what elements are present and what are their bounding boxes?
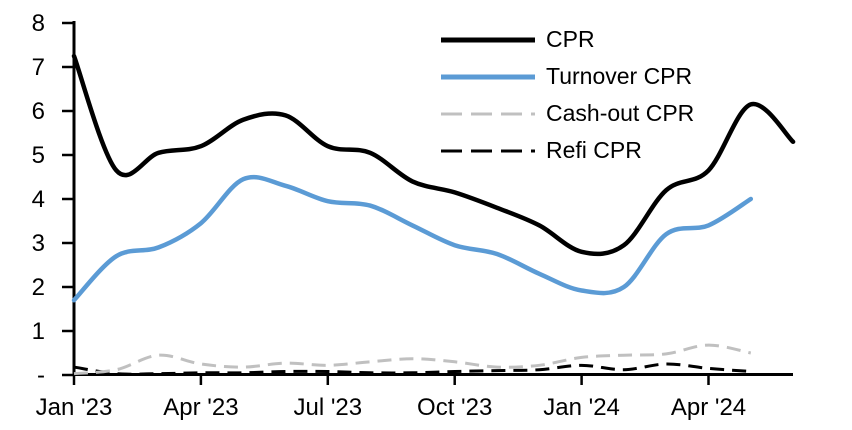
legend-item-refi-cpr: Refi CPR: [440, 132, 694, 169]
turnover-cpr-line-sample: [441, 74, 535, 79]
y-tick-label: 8: [32, 10, 45, 37]
refi-cpr-line-sample: [441, 149, 535, 152]
legend-item-cashout-cpr: Cash-out CPR: [440, 95, 694, 132]
y-tick-label: 3: [32, 230, 45, 257]
legend-label-cashout-cpr: Cash-out CPR: [546, 100, 695, 126]
y-tick-label: -: [37, 362, 45, 389]
cashout-cpr-line-sample: [441, 112, 535, 115]
legend-item-cpr: CPR: [440, 21, 694, 58]
x-tick-label: Jul '23: [293, 394, 362, 421]
legend-item-turnover-cpr: Turnover CPR: [440, 58, 694, 95]
x-tick-label: Apr '23: [163, 394, 238, 421]
x-tick-label: Jan '24: [543, 394, 620, 421]
series-line-cpr: [71, 53, 796, 257]
chart-legend: CPR Turnover CPR Cash-out CPR Refi CPR: [440, 21, 694, 169]
x-tick-label: Oct '23: [417, 394, 492, 421]
y-tick-label: 4: [32, 186, 45, 213]
cpr-line-sample: [441, 37, 535, 42]
y-tick-label: 1: [32, 318, 45, 345]
x-tick-label: Apr '24: [671, 394, 746, 421]
legend-label-refi-cpr: Refi CPR: [546, 137, 642, 163]
series-line-cash-out-cpr: [73, 343, 752, 376]
x-tick-label: Jan '23: [36, 394, 113, 421]
y-tick-label: 7: [32, 54, 45, 81]
series-line-turnover-cpr: [71, 174, 754, 303]
y-tick-label: 2: [32, 274, 45, 301]
legend-label-turnover-cpr: Turnover CPR: [546, 63, 693, 89]
y-tick-label: 5: [32, 142, 45, 169]
y-tick-label: 6: [32, 98, 45, 125]
series-line-refi-cpr: [73, 362, 751, 376]
legend-label-cpr: CPR: [546, 26, 595, 52]
